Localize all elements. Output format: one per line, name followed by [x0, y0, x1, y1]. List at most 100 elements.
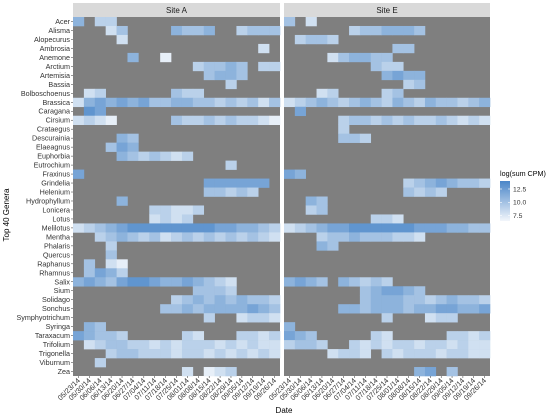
- heatmap-cell: [127, 133, 139, 143]
- y-tick-label: Bolboschoenus: [21, 89, 71, 98]
- heatmap-cell: [236, 313, 248, 323]
- heatmap-cell: [338, 124, 350, 134]
- heatmap-cell: [457, 295, 469, 305]
- heatmap-cell: [203, 367, 215, 377]
- heatmap-cell: [258, 61, 270, 72]
- heatmap-cell: [83, 331, 96, 341]
- heatmap-cell: [284, 17, 296, 27]
- heatmap-cell: [414, 295, 426, 305]
- heatmap-cell: [381, 340, 393, 350]
- heatmap-cell: [105, 250, 117, 260]
- heatmap-cell: [73, 17, 85, 27]
- heatmap-cell: [370, 277, 382, 287]
- heatmap-cell: [381, 277, 393, 287]
- heatmap-cell: [138, 151, 150, 161]
- legend-color-bar: [500, 181, 510, 221]
- heatmap-cell: [338, 133, 350, 143]
- heatmap-cell: [225, 97, 237, 108]
- heatmap-cell: [381, 232, 393, 242]
- heatmap-cell: [105, 223, 117, 233]
- heatmap-cell: [225, 70, 237, 81]
- heatmap-cell: [316, 241, 328, 251]
- heatmap-cell: [203, 232, 215, 242]
- y-tick-label: Salix: [54, 277, 70, 286]
- y-tick-label: Rhamnus: [39, 268, 70, 277]
- heatmap-cell: [294, 277, 306, 287]
- heatmap-cell: [73, 115, 85, 125]
- heatmap-cell: [381, 52, 393, 63]
- heatmap-cell: [414, 340, 426, 350]
- heatmap-cell: [192, 349, 205, 359]
- heatmap-cell: [403, 178, 415, 188]
- facet-panels: Site A Site E: [73, 3, 491, 377]
- heatmap-cell: [83, 106, 96, 117]
- heatmap-cell: [192, 61, 205, 72]
- heatmap-cell: [338, 277, 350, 287]
- heatmap-cell: [181, 331, 194, 341]
- heatmap-cell: [359, 232, 372, 242]
- heatmap-cell: [381, 70, 393, 81]
- heatmap-cell: [479, 97, 491, 108]
- heatmap-cell: [94, 115, 106, 125]
- heatmap-cell: [181, 340, 194, 350]
- heatmap-cell: [203, 304, 215, 314]
- heatmap-cell: [225, 160, 237, 170]
- heatmap-cell: [392, 88, 404, 99]
- heatmap-cell: [359, 97, 372, 108]
- heatmap-cell: [225, 367, 237, 377]
- x-axis: 05/23/1405/30/1406/06/1406/13/1406/20/14…: [56, 376, 488, 402]
- heatmap-cell: [424, 223, 437, 233]
- heatmap-cell: [468, 295, 480, 305]
- heatmap-cell: [225, 61, 237, 72]
- heatmap-cell: [327, 349, 339, 359]
- heatmap-cell: [203, 178, 215, 188]
- heatmap-cell: [203, 97, 215, 108]
- heatmap-cell: [181, 223, 194, 233]
- heatmap-cell: [284, 340, 296, 350]
- heatmap-cell: [435, 223, 447, 233]
- y-tick-label: Trifolium: [43, 340, 70, 349]
- heatmap-cell: [149, 205, 161, 215]
- heatmap-cell: [236, 349, 248, 359]
- heatmap-cell: [446, 223, 458, 233]
- heatmap-cell: [316, 97, 328, 108]
- heatmap-cell: [171, 97, 183, 108]
- heatmap-cell: [138, 232, 150, 242]
- y-tick-label: Anemone: [39, 53, 70, 62]
- y-tick-label: Viburnum: [39, 358, 70, 367]
- heatmap-cell: [349, 277, 361, 287]
- heatmap-cell: [258, 43, 270, 54]
- heatmap-cell: [247, 115, 259, 125]
- heatmap-cell: [457, 331, 469, 341]
- y-tick-label: Lotus: [52, 214, 70, 223]
- heatmap-cell: [424, 340, 437, 350]
- heatmap-cell: [392, 97, 404, 108]
- heatmap-cell: [414, 25, 426, 36]
- heatmap-cell: [83, 97, 96, 108]
- heatmap-cell: [247, 25, 259, 36]
- heatmap-cell: [424, 367, 437, 377]
- heatmap-cell: [269, 331, 281, 341]
- heatmap-cell: [236, 70, 248, 81]
- y-tick-label: Sonchus: [42, 304, 70, 313]
- heatmap-cell: [381, 97, 393, 108]
- heatmap-cell: [284, 331, 296, 341]
- facet-panel-1: Site A: [73, 3, 281, 377]
- heatmap-cell: [370, 97, 382, 108]
- y-tick-label: Cirsium: [46, 116, 70, 125]
- heatmap-cell: [160, 214, 172, 224]
- heatmap-cell: [160, 277, 172, 287]
- heatmap-cell: [305, 205, 317, 215]
- heatmap-cell: [359, 349, 372, 359]
- heatmap-cell: [381, 295, 393, 305]
- heatmap-cell: [349, 25, 361, 36]
- heatmap-cell: [214, 115, 226, 125]
- heatmap-cell: [370, 331, 382, 341]
- heatmap-cell: [138, 349, 150, 359]
- heatmap-cell: [214, 178, 226, 188]
- heatmap-cell: [94, 277, 106, 287]
- y-tick-label: Euphorbia: [37, 152, 70, 161]
- heatmap-cell: [258, 349, 270, 359]
- heatmap-cell: [258, 331, 270, 341]
